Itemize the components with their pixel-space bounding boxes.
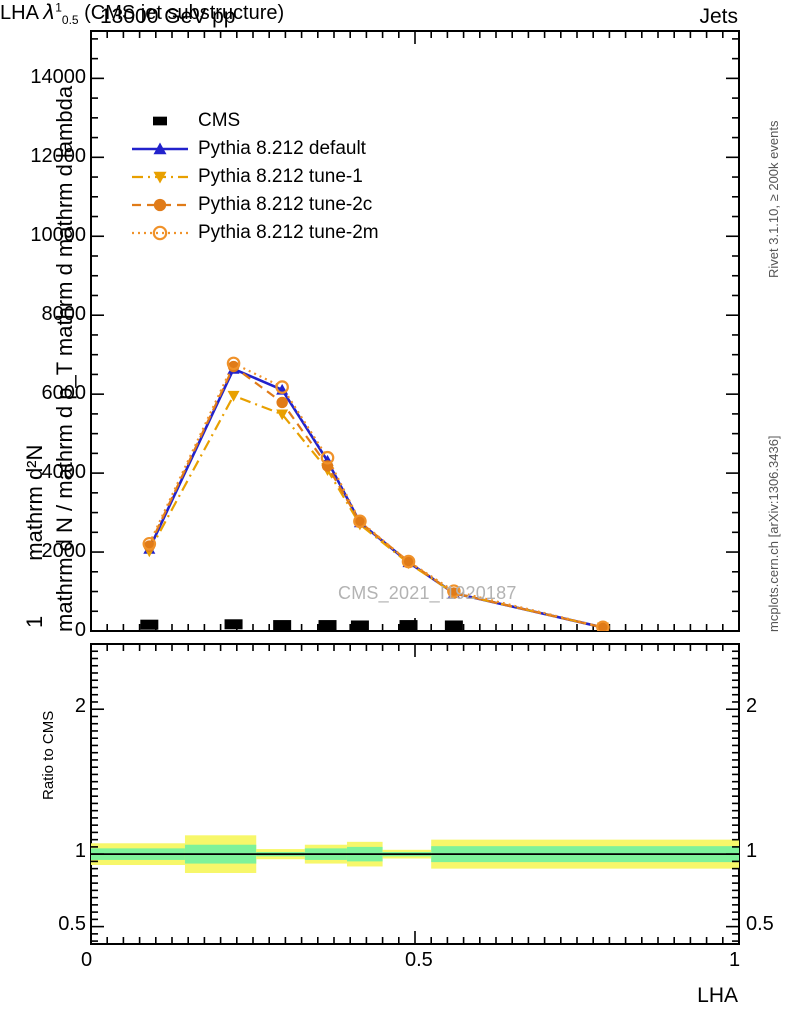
title-superscript: 1 <box>55 0 62 15</box>
series-line <box>148 394 604 629</box>
analysis-id-watermark: CMS_2021_I1920187 <box>338 583 517 603</box>
rivet-version-note: Rivet 3.1.10, ≥ 200k events <box>766 120 781 278</box>
main-y-axis-label-inner: mathrm d N / mathrm d p_T mathrm d mathr… <box>52 85 77 632</box>
legend-label: Pythia 8.212 tune-2m <box>198 222 379 243</box>
cms-marker <box>140 619 159 630</box>
x-axis-title: LHA <box>697 984 738 1007</box>
series-line <box>148 364 604 629</box>
cms-marker <box>350 620 369 631</box>
data-marker-circle-open <box>353 514 367 529</box>
main-y-tick-label: 8000 <box>41 303 87 326</box>
cms-marker <box>444 620 463 631</box>
ratio-y-tick-label-left: 1 <box>74 840 86 863</box>
data-marker-square <box>153 116 167 126</box>
data-marker-circle-open <box>152 225 168 241</box>
series-line <box>148 361 604 629</box>
main-y-tick-label: 0 <box>74 619 86 641</box>
data-marker-circle-open <box>401 554 416 569</box>
legend-key <box>130 136 190 162</box>
cms-marker <box>224 619 243 630</box>
data-marker-circle <box>276 396 288 409</box>
cms-marker <box>273 620 292 631</box>
legend-key <box>130 220 190 246</box>
legend-label: Pythia 8.212 tune-2c <box>198 194 373 215</box>
main-y-tick-label: 2000 <box>41 540 87 563</box>
main-axis-ticks <box>90 31 740 632</box>
x-tick-label: 0.5 <box>405 949 433 971</box>
ratio-y-tick-label-right: 0.5 <box>746 912 774 935</box>
data-marker-circle <box>402 555 415 568</box>
legend-label: CMS <box>198 110 241 131</box>
legend-key <box>130 108 190 134</box>
data-marker-circle-open <box>447 584 461 598</box>
main-y-tick-label: 6000 <box>41 382 87 405</box>
cms-marker <box>318 620 337 631</box>
cms-marker <box>399 620 418 631</box>
main-y-tick-label: 14000 <box>30 66 86 89</box>
data-marker-circle-open <box>142 536 157 551</box>
page-title: LHA λ10.5 (CMS jet substructure) <box>0 0 786 27</box>
legend-label: Pythia 8.212 default <box>198 138 366 159</box>
legend-label: Pythia 8.212 tune-1 <box>198 166 363 187</box>
ratio-y-tick-label-right: 1 <box>746 840 758 863</box>
main-plot-frame <box>90 30 740 632</box>
main-y-tick-label: 4000 <box>41 461 87 484</box>
data-marker-circle-open <box>226 356 241 371</box>
ratio-axis-ticks <box>90 643 740 944</box>
data-marker-circle <box>153 198 167 212</box>
ylabel-numerator: mathrm d²N <box>22 444 47 561</box>
data-marker-circle-open <box>596 620 610 631</box>
data-marker-circle <box>597 621 609 631</box>
x-tick-label: 0 <box>81 949 93 971</box>
data-marker-circle-open <box>275 380 289 394</box>
legend-key <box>130 164 190 190</box>
lambda-symbol: λ <box>43 0 56 24</box>
ratio-y-tick-label-right: 2 <box>746 695 758 718</box>
beam-energy-label: 13000 GeV pp <box>100 5 236 28</box>
ratio-y-tick-label-left: 0.5 <box>58 912 86 935</box>
title-prefix: LHA <box>0 2 44 24</box>
title-subscript: 0.5 <box>61 13 79 27</box>
analysis-category-label: Jets <box>699 5 738 28</box>
main-y-tick-label: 10000 <box>30 224 86 247</box>
ratio-y-tick-label-left: 2 <box>74 695 86 718</box>
cms-data-points <box>140 619 463 631</box>
title-suffix: (CMS jet substructure) <box>78 2 285 24</box>
x-tick-label: 1 <box>729 949 741 971</box>
legend-key <box>130 192 190 218</box>
data-marker-circle-open <box>320 450 335 465</box>
mcplots-credit-note: mcplots.cern.ch [arXiv:1306.3436] <box>766 435 781 632</box>
data-marker-triangle-down <box>276 409 289 421</box>
ylabel-prefix: 1 <box>22 615 47 628</box>
data-marker-triangle-down <box>227 390 240 402</box>
data-series-group <box>142 356 610 631</box>
data-marker-triangle-up <box>153 142 167 155</box>
ratio-y-axis-label: Ratio to CMS <box>40 710 57 800</box>
ratio-plot-frame <box>90 643 740 945</box>
main-y-axis-label-outer: 1 mathrm d²N <box>22 445 48 628</box>
main-y-tick-label: 12000 <box>30 145 86 168</box>
data-marker-triangle-down <box>153 171 167 184</box>
